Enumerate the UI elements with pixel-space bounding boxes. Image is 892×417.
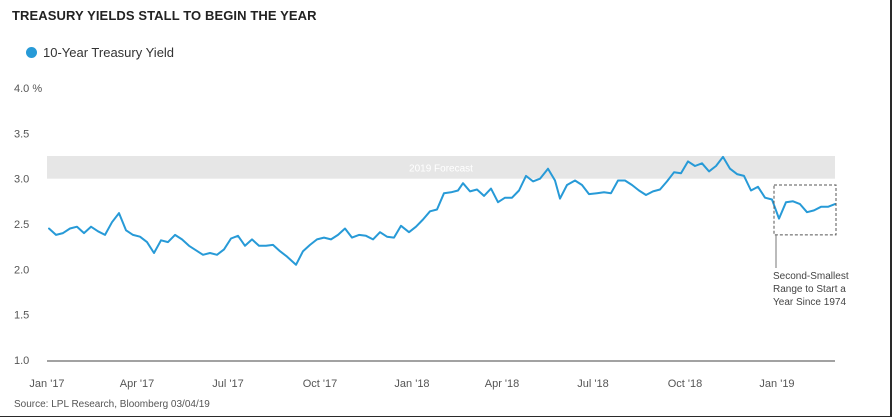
right-edge-strip bbox=[890, 0, 892, 417]
y-tick-label: 2.5 bbox=[14, 219, 29, 231]
x-tick-label: Apr '18 bbox=[485, 378, 520, 390]
source-note: Source: LPL Research, Bloomberg 03/04/19 bbox=[14, 399, 210, 410]
y-tick-label: 4.0 % bbox=[14, 83, 42, 95]
y-tick-label: 3.5 bbox=[14, 128, 29, 140]
x-tick-label: Jul '17 bbox=[212, 378, 243, 390]
y-tick-label: 3.0 bbox=[14, 174, 29, 186]
x-tick-label: Oct '18 bbox=[668, 378, 703, 390]
series-line-10-year-treasury-yield bbox=[48, 155, 836, 266]
y-tick-label: 2.0 bbox=[14, 264, 29, 276]
x-tick-label: Jan '18 bbox=[394, 378, 429, 390]
range-annotation-box bbox=[773, 184, 837, 236]
y-tick-label: 1.0 bbox=[14, 355, 29, 367]
x-tick-label: Jan '19 bbox=[759, 378, 794, 390]
x-tick-label: Jan '17 bbox=[29, 378, 64, 390]
forecast-band bbox=[47, 156, 835, 179]
annotation-text-line: Range to Start a bbox=[773, 284, 846, 295]
x-tick-label: Jul '18 bbox=[577, 378, 608, 390]
y-tick-label: 1.5 bbox=[14, 310, 29, 322]
x-tick-label: Apr '17 bbox=[120, 378, 155, 390]
forecast-band-label: 2019 Forecast bbox=[409, 163, 473, 174]
legend-label: 10-Year Treasury Yield bbox=[43, 45, 175, 60]
annotation-text-line: Year Since 1974 bbox=[773, 297, 846, 308]
legend: 10-Year Treasury Yield bbox=[26, 45, 174, 60]
legend-marker bbox=[26, 47, 37, 58]
x-tick-label: Oct '17 bbox=[303, 378, 338, 390]
annotation-text-line: Second-Smallest bbox=[773, 271, 849, 282]
chart-title: TREASURY YIELDS STALL TO BEGIN THE YEAR bbox=[12, 8, 317, 23]
